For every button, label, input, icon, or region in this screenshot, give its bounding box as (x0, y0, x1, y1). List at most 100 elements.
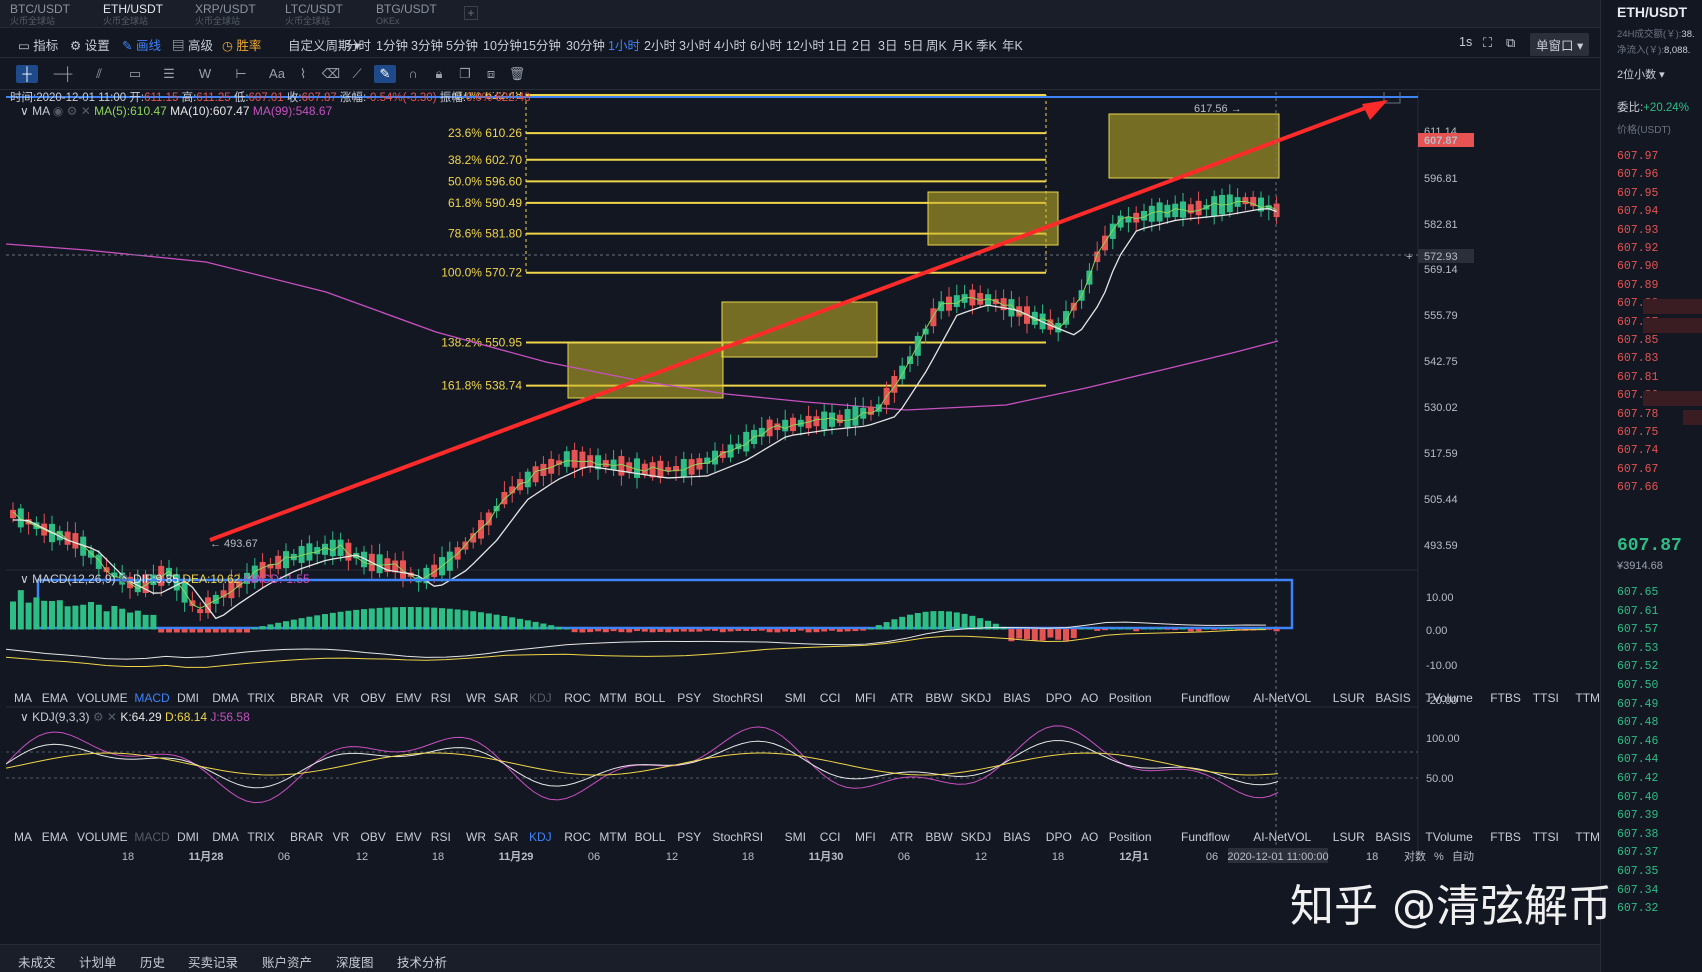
indicator-tab[interactable]: CCI (819, 830, 841, 844)
period-3[interactable]: 5分钟 (446, 39, 478, 53)
brush-icon[interactable]: ⌇ (299, 66, 307, 81)
indicator-tab[interactable]: BRAR (290, 691, 324, 705)
ruler-icon[interactable]: ⟋ (352, 66, 362, 81)
macd-chevron-icon[interactable]: ∨ (20, 572, 33, 586)
bottom-tab[interactable]: 历史 (140, 956, 166, 970)
trend-line-icon[interactable]: ⫽ (96, 66, 102, 81)
period-10[interactable]: 4小时 (714, 39, 746, 53)
indicator-tab[interactable]: StochRSI (712, 830, 764, 844)
indicator-tab[interactable]: LSUR (1332, 830, 1365, 844)
indicator-tab[interactable]: MA (14, 830, 32, 844)
period-7[interactable]: 1小时 (608, 39, 640, 53)
indicator-tab[interactable]: Position (1108, 691, 1152, 705)
indicator-tab[interactable]: DPO (1045, 830, 1072, 844)
ask-price[interactable]: 607.96 (1617, 168, 1659, 182)
window-mode-dropdown[interactable]: 单窗口 ▾ (1530, 33, 1590, 56)
bid-price[interactable]: 607.65 (1617, 586, 1659, 599)
period-16[interactable]: 5日 (904, 39, 924, 53)
indicator-tab[interactable]: WR (466, 830, 486, 844)
bottom-tab[interactable]: 计划单 (79, 956, 117, 970)
settings-icon[interactable]: ⚙ (92, 710, 107, 724)
indicator-tab[interactable]: MACD (134, 691, 170, 705)
indicator-tab[interactable]: DMI (177, 830, 199, 844)
ask-price[interactable]: 607.97 (1617, 150, 1659, 163)
bid-price[interactable]: 607.49 (1617, 697, 1659, 711)
bid-price[interactable]: 607.57 (1617, 623, 1659, 637)
indicator-tab[interactable]: TVolume (1425, 691, 1473, 705)
period-14[interactable]: 2日 (852, 39, 872, 53)
indicator-tab[interactable]: BOLL (634, 830, 666, 844)
period-17[interactable]: 周K (926, 39, 947, 53)
bid-price[interactable]: 607.61 (1617, 604, 1659, 618)
bid-price[interactable]: 607.39 (1617, 809, 1659, 823)
settings-button[interactable]: ⚙ 设置 (70, 35, 110, 54)
ask-price[interactable]: 607.92 (1617, 242, 1659, 255)
settings-icon[interactable]: ⚙ (118, 572, 133, 586)
bid-price[interactable]: 607.52 (1617, 660, 1659, 674)
draw-button[interactable]: ✎ 画线 (122, 35, 161, 54)
close-icon[interactable]: ✕ (80, 104, 95, 118)
indicator-tab[interactable]: PSY (677, 830, 702, 844)
bid-price[interactable]: 607.40 (1617, 790, 1659, 804)
ask-price[interactable]: 607.89 (1617, 278, 1659, 292)
pair-tab-btc[interactable]: BTC/USDT 火币全球站 (0, 2, 86, 26)
indicator-tab[interactable]: RSI (430, 830, 451, 844)
bid-price[interactable]: 607.44 (1617, 753, 1659, 767)
period-5[interactable]: 15分钟 (522, 39, 561, 53)
bid-price[interactable]: 607.48 (1617, 716, 1659, 730)
text-icon[interactable]: Aa (269, 66, 285, 81)
indicator-tab[interactable]: AI-NetVOL (1253, 830, 1312, 844)
indicator-tab[interactable]: DMA (212, 691, 239, 705)
lock-icon[interactable]: 🔒︎ (435, 66, 443, 81)
bid-price[interactable]: 607.32 (1617, 902, 1659, 916)
period-13[interactable]: 1日 (828, 39, 848, 53)
indicator-tab[interactable]: VR (332, 830, 350, 844)
indicator-tab[interactable]: OBV (360, 691, 386, 705)
period-2[interactable]: 3分钟 (411, 39, 443, 53)
bid-price[interactable]: 607.50 (1617, 679, 1659, 692)
bottom-tab[interactable]: 深度图 (336, 956, 374, 970)
ask-price[interactable]: 607.94 (1617, 205, 1659, 219)
indicator-tab[interactable]: ATR (890, 830, 914, 844)
indicator-tab[interactable]: FTBS (1490, 830, 1521, 844)
seconds-toggle[interactable]: 1s (1459, 35, 1473, 49)
custom-period-dropdown[interactable]: 自定义周期 ▾ (288, 35, 360, 54)
bid-price[interactable]: 607.53 (1617, 641, 1659, 655)
indicator-tab[interactable]: BBW (925, 830, 953, 844)
indicator-tab[interactable]: AO (1081, 830, 1099, 844)
kdj-chevron-icon[interactable]: ∨ (20, 710, 33, 724)
bottom-tab[interactable]: 未成交 (18, 956, 56, 970)
period-18[interactable]: 月K (952, 39, 973, 53)
indicator-tab[interactable]: VOLUME (77, 691, 128, 705)
indicator-tab[interactable]: ATR (890, 691, 914, 705)
indicator-tab[interactable]: KDJ (529, 691, 552, 705)
indicator-tab[interactable]: TRIX (247, 691, 275, 705)
ask-price[interactable]: 607.74 (1617, 444, 1659, 458)
indicator-tab[interactable]: TTSI (1532, 691, 1559, 705)
bid-price[interactable]: 607.34 (1617, 883, 1659, 897)
indicator-tab[interactable]: MTM (599, 691, 627, 705)
indicator-tab[interactable]: OBV (360, 830, 386, 844)
indicator-tab[interactable]: BRAR (290, 830, 324, 844)
pair-tab-btg[interactable]: BTG/USDT OKEx (366, 2, 452, 26)
indicator-tab[interactable]: Fundflow (1181, 691, 1230, 705)
wave-icon[interactable]: W (198, 66, 212, 81)
ask-price[interactable]: 607.90 (1617, 260, 1659, 274)
period-19[interactable]: 季K (976, 39, 997, 53)
indicator-tab[interactable]: EMV (395, 830, 422, 844)
indicator-tab[interactable]: TRIX (247, 830, 275, 844)
magnet-icon[interactable]: ∩ (408, 66, 418, 81)
indicator-tab[interactable]: BOLL (634, 691, 666, 705)
period-1[interactable]: 1分钟 (376, 39, 408, 53)
indicator-tab[interactable]: SAR (493, 830, 519, 844)
indicator-tab[interactable]: EMA (41, 830, 68, 844)
period-8[interactable]: 2小时 (644, 39, 676, 53)
indicator-tab[interactable]: AO (1081, 691, 1099, 705)
ask-price[interactable]: 607.95 (1617, 186, 1659, 200)
indicator-tab[interactable]: FTBS (1490, 691, 1521, 705)
indicator-tab[interactable]: SAR (493, 691, 519, 705)
indicator-tab[interactable]: WR (466, 691, 486, 705)
fullscreen-icon[interactable]: ⛶ (1483, 35, 1493, 50)
screenshot-icon[interactable]: ⧈ (486, 66, 496, 81)
winrate-button[interactable]: ◷ 胜率 (222, 35, 261, 54)
